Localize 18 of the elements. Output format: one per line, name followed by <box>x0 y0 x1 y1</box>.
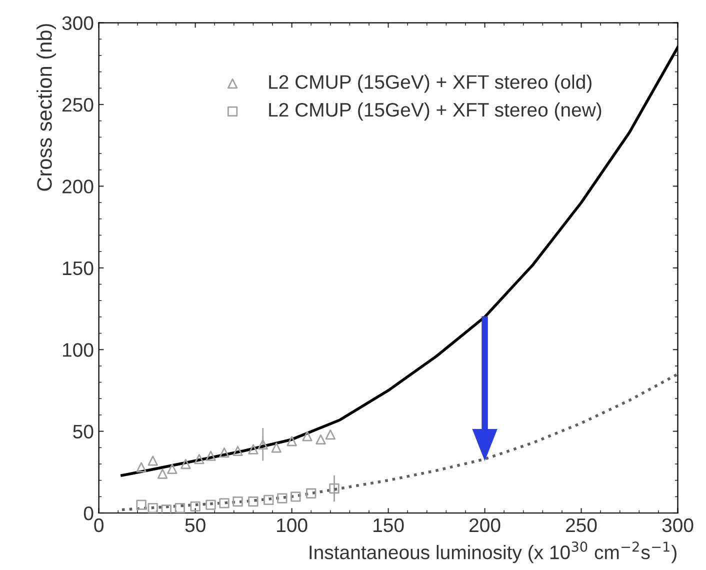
y-axis-title: Cross section (nb) <box>36 24 56 191</box>
y-tick-label: 0 <box>84 506 94 520</box>
x-tick-label: 250 <box>566 518 597 532</box>
legend-label: L2 CMUP (15GeV) + XFT stereo (old) <box>269 74 592 93</box>
legend-label: L2 CMUP (15GeV) + XFT stereo (new) <box>269 102 602 121</box>
y-tick-label: 100 <box>63 343 94 357</box>
x-tick-label: 200 <box>470 518 500 532</box>
x-tick-label: 150 <box>374 518 404 532</box>
y-tick-label: 50 <box>73 424 94 439</box>
x-tick-label: 0 <box>94 518 104 532</box>
y-tick-label: 150 <box>63 261 94 276</box>
x-tick-label: 50 <box>185 518 206 532</box>
y-tick-label: 200 <box>62 180 94 194</box>
x-tick-label: 100 <box>277 518 308 532</box>
y-tick-label: 300 <box>62 16 94 30</box>
x-axis-title: Instantaneous luminosity (x 10$^{30}$ cm$^{−2}$s$^{−1}$) <box>310 542 676 564</box>
y-tick-label: 250 <box>62 98 94 112</box>
x-tick-label: 300 <box>662 518 694 532</box>
